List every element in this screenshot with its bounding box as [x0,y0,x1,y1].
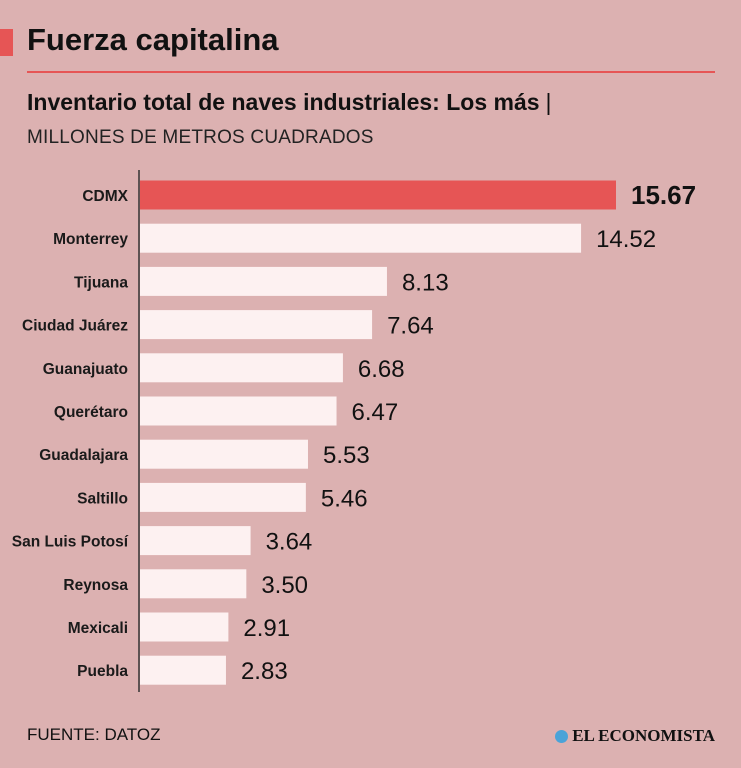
value-label: 8.13 [402,269,449,296]
bar [140,223,582,253]
bar [140,612,229,642]
value-label: 14.52 [596,226,656,253]
chart-headline: Fuerza capitalina [27,22,279,57]
bar [140,266,387,296]
category-label: Tijuana [74,274,128,291]
brand-name: EL ECONOMISTA [572,726,715,745]
category-label: CDMX [82,188,128,205]
bar [140,655,226,685]
category-label: Reynosa [63,577,128,594]
title-rule [27,71,715,73]
brand-logo: EL ECONOMISTA [555,726,715,746]
bar [140,569,247,599]
source-note: FUENTE: DATOZ [27,725,161,744]
category-label: Puebla [77,663,128,680]
category-label: Guanajuato [43,361,128,378]
category-label: San Luis Potosí [12,534,129,551]
bar [140,526,251,556]
value-label: 5.53 [323,442,370,469]
value-label: 3.64 [266,529,313,556]
chart-subtitle: Inventario total de naves industriales: … [27,89,552,116]
value-label: 6.68 [358,356,405,383]
brand-icon [555,729,569,743]
bar [140,180,616,210]
value-label: 2.91 [243,615,290,642]
subtitle-separator: | [545,89,552,115]
category-label: Guadalajara [39,447,128,464]
value-label: 3.50 [261,572,308,599]
category-label: Ciudad Juárez [22,318,128,335]
value-label: 15.67 [631,180,696,210]
value-label: 6.47 [352,399,399,426]
units-label: MILLONES DE METROS CUADRADOS [27,127,374,148]
bar [140,353,343,383]
bar [140,439,308,469]
category-label: Querétaro [54,404,128,421]
subtitle-text: Inventario total de naves industriales: … [27,89,540,115]
category-label: Mexicali [68,620,128,637]
category-label: Monterrey [53,231,128,248]
value-label: 2.83 [241,658,288,685]
value-label: 5.46 [321,485,368,512]
bar [140,482,306,512]
value-label: 7.64 [387,313,434,340]
title-accent-mark [0,29,13,56]
bar [140,310,373,340]
category-label: Saltillo [77,490,128,507]
bar [140,396,337,426]
